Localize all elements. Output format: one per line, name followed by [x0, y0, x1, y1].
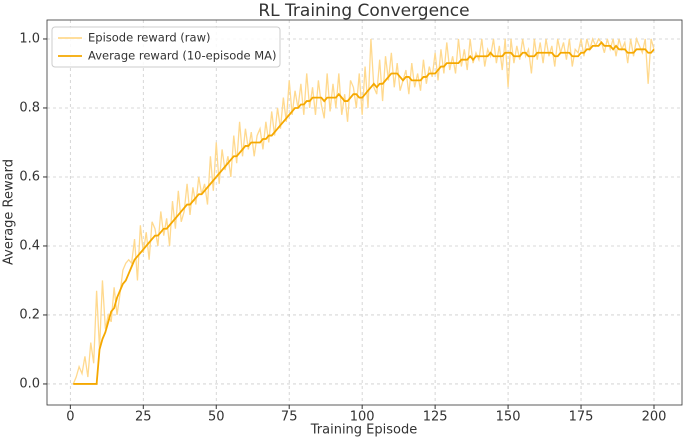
- x-tick-label: 175: [569, 410, 594, 425]
- x-axis-label: Training Episode: [310, 423, 417, 438]
- x-tick-label: 200: [642, 410, 667, 425]
- y-tick-label: 0.6: [19, 169, 40, 184]
- legend-label: Episode reward (raw): [88, 31, 210, 45]
- x-tick-label: 0: [66, 410, 74, 425]
- legend-label: Average reward (10-episode MA): [88, 49, 277, 63]
- plot-frame: [46, 19, 683, 406]
- x-tick-label: 75: [281, 410, 298, 425]
- x-tick-label: 50: [208, 410, 225, 425]
- x-tick-label: 125: [423, 410, 448, 425]
- y-tick-label: 0.2: [19, 307, 40, 322]
- series-line: [72, 36, 655, 385]
- x-tick-label: 150: [496, 410, 521, 425]
- x-tick-label: 25: [135, 410, 152, 425]
- y-tick-label: 0.8: [19, 100, 40, 115]
- legend-box: [51, 26, 281, 68]
- y-tick-label: 0.0: [19, 376, 40, 391]
- series-line: [73, 41, 655, 385]
- x-tick-label: 100: [350, 410, 375, 425]
- y-axis-label: Average Reward: [2, 159, 17, 265]
- y-tick-label: 1.0: [19, 31, 40, 46]
- y-tick-label: 0.4: [19, 238, 40, 253]
- chart-title: RL Training Convergence: [258, 1, 469, 21]
